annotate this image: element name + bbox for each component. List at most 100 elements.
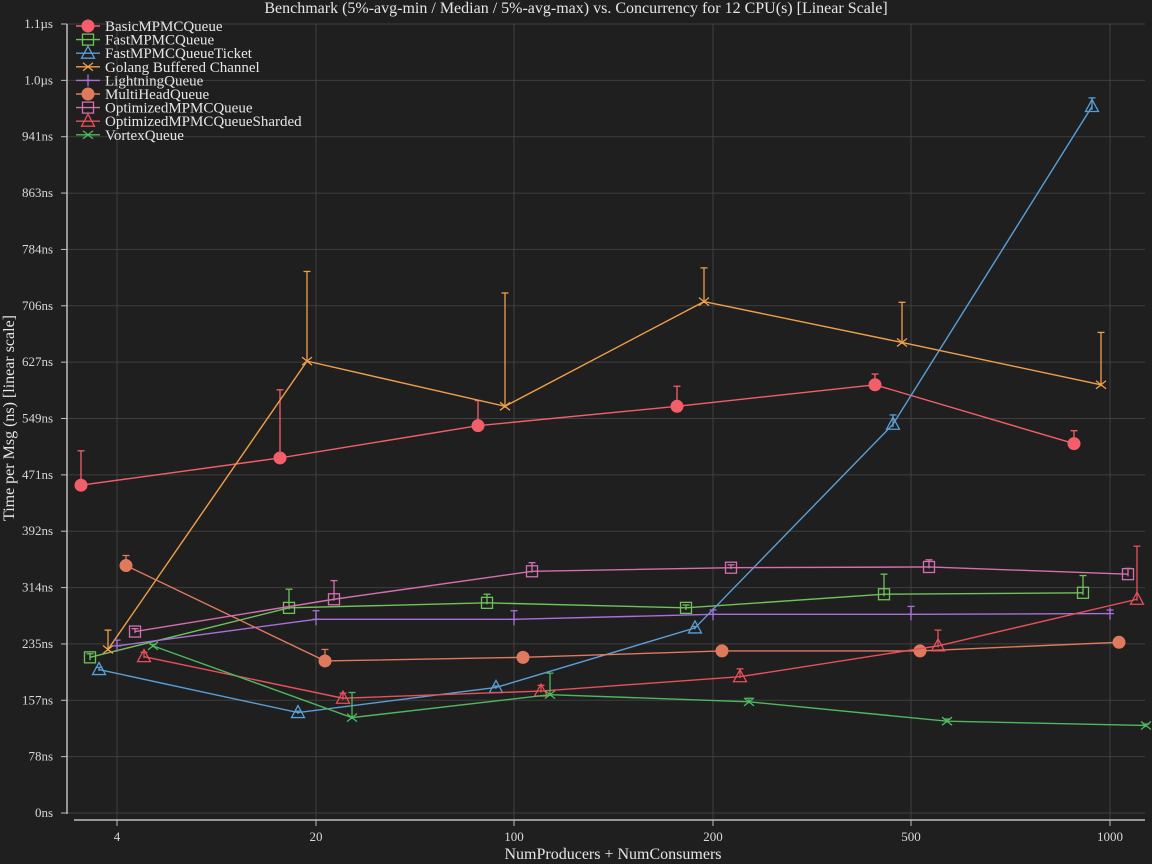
square-marker (480, 596, 494, 609)
legend-label: LightningQueue (105, 73, 204, 89)
point-marker (868, 378, 882, 392)
point-marker (499, 401, 511, 411)
chart-title: Benchmark (5%-avg-min / Median / 5%-avg-… (264, 0, 887, 17)
point-marker (1095, 380, 1107, 390)
point-marker (102, 644, 114, 654)
legend-label: FastMPMCQueue (105, 33, 215, 49)
legend-entry: VortexQueue (76, 128, 184, 144)
square-marker (327, 593, 341, 606)
point-marker (1121, 567, 1135, 581)
point-marker (335, 689, 351, 704)
grid-layer (67, 23, 1145, 820)
x-tick-label: 20 (310, 829, 323, 844)
circle-marker (318, 654, 332, 668)
point-marker (715, 644, 729, 658)
point-marker (698, 297, 710, 307)
point-marker (1106, 607, 1114, 620)
triangle-marker (80, 112, 96, 127)
y-tick-label: 314ns (22, 580, 53, 595)
legend-label: OptimizedMPMCQueue (105, 101, 253, 117)
square-marker (83, 651, 97, 664)
series-golang-buffered-channel (102, 267, 1107, 654)
circle-marker (670, 399, 684, 413)
series-line (98, 106, 1093, 714)
x-marker-stroke (941, 716, 953, 726)
triangle-marker (91, 661, 107, 676)
point-marker (510, 613, 518, 626)
square-marker (128, 625, 142, 638)
point-marker (525, 565, 539, 578)
point-marker (301, 356, 313, 366)
point-marker (80, 44, 96, 59)
triangle-marker (290, 704, 306, 719)
series-line (116, 612, 1111, 647)
point-marker (732, 668, 748, 683)
point-marker (81, 19, 95, 33)
x-marker-stroke (1095, 380, 1107, 390)
point-marker (119, 559, 133, 573)
square-marker (1121, 567, 1135, 581)
point-marker (480, 596, 494, 609)
point-marker (679, 601, 693, 615)
circle-marker (715, 644, 729, 658)
triangle-marker (687, 619, 703, 634)
circle-marker (119, 559, 133, 573)
circle-marker (1067, 437, 1081, 451)
point-marker (1084, 98, 1100, 113)
legend-label: MultiHeadQueue (105, 87, 209, 103)
circle-marker (273, 451, 287, 465)
point-marker (709, 608, 717, 621)
legend-label: FastMPMCQueueTicket (105, 46, 253, 62)
legend-entry: OptimizedMPMCQueue (76, 101, 253, 117)
point-marker (74, 478, 88, 492)
point-marker (907, 608, 915, 621)
series-optimizedmpmcqueuesharded (136, 545, 1145, 704)
x-marker-stroke (82, 130, 94, 140)
point-marker (327, 593, 341, 606)
x-marker-stroke (743, 697, 755, 707)
x-marker-stroke (147, 641, 159, 651)
x-tick-label: 100 (504, 829, 524, 844)
series-optimizedmpmcqueue (128, 559, 1135, 638)
point-marker (1140, 720, 1152, 731)
y-tick-label: 392ns (22, 523, 53, 538)
point-marker (743, 697, 755, 707)
triangle-marker (930, 637, 946, 652)
point-marker (930, 637, 946, 652)
triangle-marker (885, 415, 901, 430)
x-marker-stroke (301, 356, 313, 366)
y-tick-label: 471ns (22, 467, 53, 482)
y-tick-label: 0ns (35, 805, 53, 820)
point-marker (290, 704, 306, 719)
y-tick-label: 784ns (22, 241, 53, 256)
y-tick-label: 863ns (22, 185, 53, 200)
point-marker (1067, 437, 1081, 451)
point-marker (346, 713, 358, 723)
x-marker-stroke (1140, 720, 1152, 731)
legend-entry: Golang Buffered Channel (76, 60, 260, 76)
point-marker (147, 641, 159, 651)
point-marker (273, 451, 287, 465)
x-marker-stroke (346, 713, 358, 723)
series-basicmpmcqueue (74, 373, 1081, 492)
point-marker (724, 561, 738, 574)
point-marker (941, 716, 953, 726)
point-marker (82, 62, 94, 72)
point-marker (670, 399, 684, 413)
point-marker (544, 690, 556, 700)
y-tick-label: 235ns (22, 636, 53, 651)
point-marker (1076, 586, 1090, 599)
series-line (134, 566, 1129, 633)
legend-label: Golang Buffered Channel (105, 60, 260, 76)
y-axis-title: Time per Msg (ns) [linear scale] (1, 315, 18, 521)
series-layer (74, 97, 1152, 731)
y-tick-label: 78ns (28, 749, 53, 764)
y-tick-label: 549ns (22, 411, 53, 426)
series-line (143, 598, 1138, 699)
square-marker (525, 565, 539, 578)
legend-entry: FastMPMCQueueTicket (76, 44, 253, 62)
point-marker (312, 613, 320, 626)
x-marker-stroke (82, 62, 94, 72)
